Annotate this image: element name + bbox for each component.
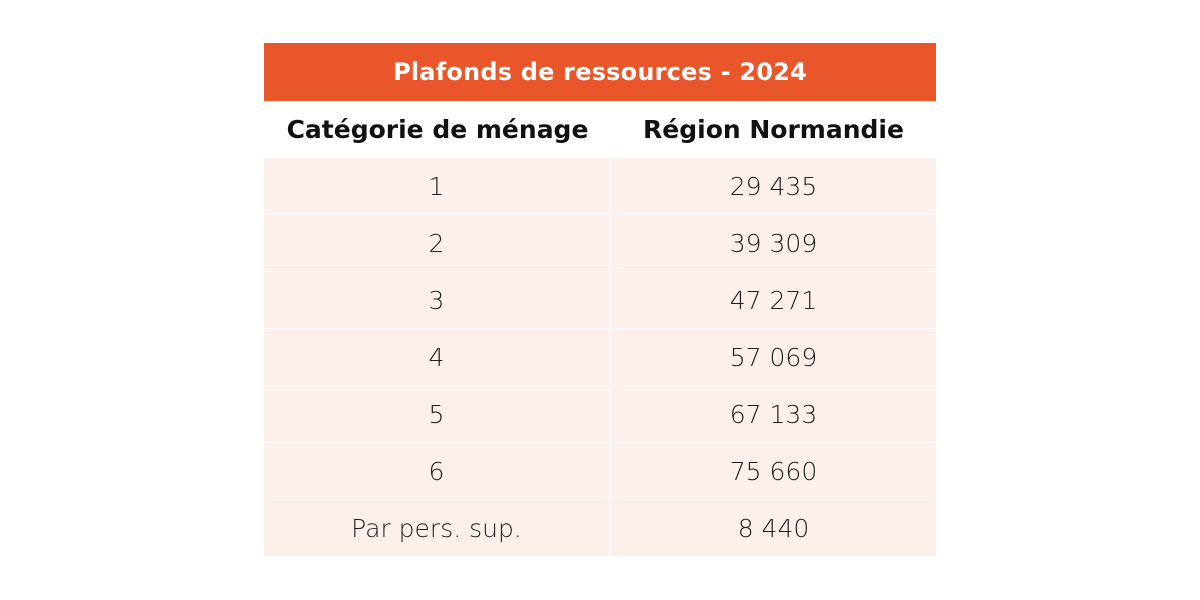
category-cell: 2 xyxy=(264,215,611,271)
ceiling-cell: 47 271 xyxy=(611,272,936,328)
ceiling-cell: 8 440 xyxy=(611,500,936,556)
category-cell: Par pers. sup. xyxy=(264,500,611,556)
ceiling-cell: 57 069 xyxy=(611,329,936,385)
table-header-row: Catégorie de ménage Région Normandie xyxy=(264,101,936,157)
ceiling-cell: 75 660 xyxy=(611,443,936,499)
table-row: 6 75 660 xyxy=(264,442,936,499)
category-cell: 1 xyxy=(264,158,611,214)
table-title: Plafonds de ressources - 2024 xyxy=(264,43,936,101)
category-cell: 4 xyxy=(264,329,611,385)
header-household-category: Catégorie de ménage xyxy=(286,114,589,144)
ceiling-cell: 39 309 xyxy=(611,215,936,271)
ceiling-cell: 29 435 xyxy=(611,158,936,214)
category-cell: 5 xyxy=(264,386,611,442)
category-cell: 3 xyxy=(264,272,611,328)
table-row: 4 57 069 xyxy=(264,328,936,385)
header-normandy-region: Région Normandie xyxy=(643,114,904,144)
ceiling-cell: 67 133 xyxy=(611,386,936,442)
category-cell: 6 xyxy=(264,443,611,499)
table-row: 2 39 309 xyxy=(264,214,936,271)
table-row: 3 47 271 xyxy=(264,271,936,328)
table-row: Par pers. sup. 8 440 xyxy=(264,499,936,556)
table-row: 1 29 435 xyxy=(264,157,936,214)
table-row: 5 67 133 xyxy=(264,385,936,442)
resource-ceilings-table: Plafonds de ressources - 2024 Catégorie … xyxy=(264,43,936,556)
